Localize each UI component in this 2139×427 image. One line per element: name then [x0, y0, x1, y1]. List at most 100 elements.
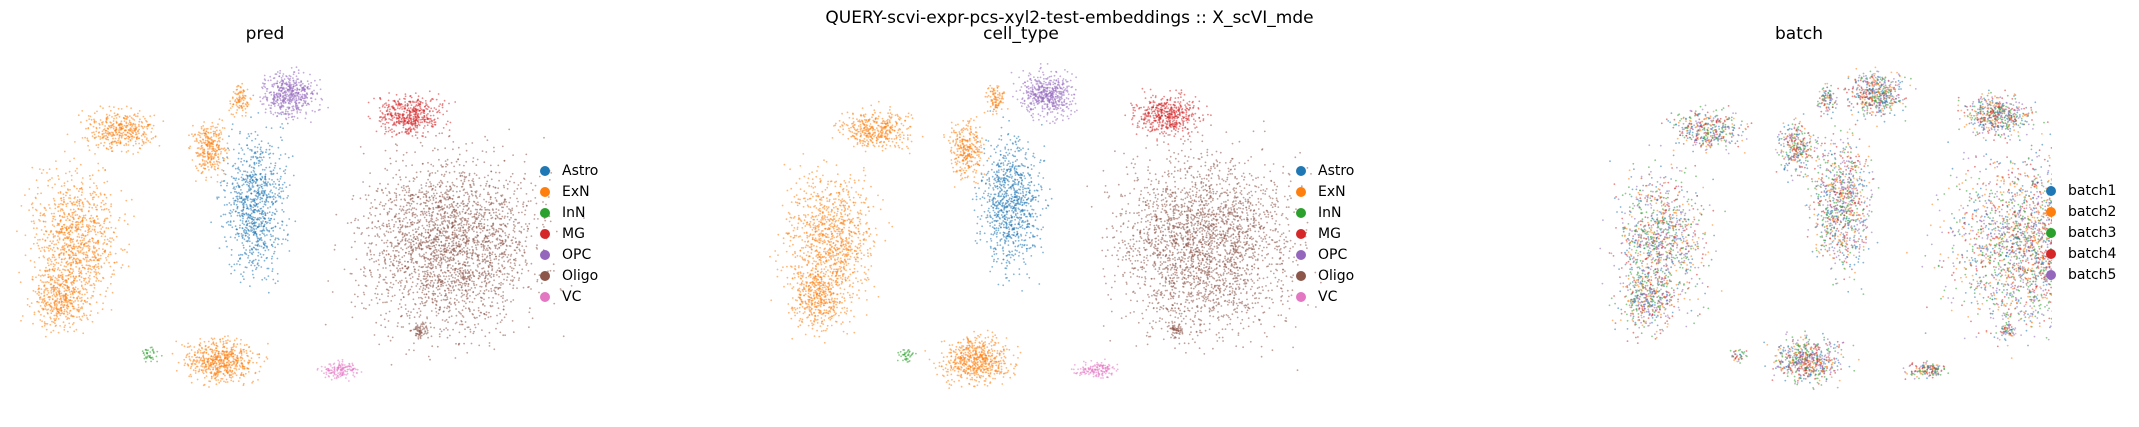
scatter-point — [204, 133, 207, 135]
scatter-point — [91, 135, 94, 138]
scatter-point — [75, 245, 78, 248]
scatter-point — [198, 134, 201, 137]
scatter-point — [32, 278, 34, 281]
scatter-point — [39, 275, 42, 277]
scatter-point — [231, 351, 234, 354]
scatter-point — [58, 288, 60, 290]
scatter-point — [260, 178, 263, 181]
scatter-point — [412, 128, 415, 130]
scatter-point — [271, 227, 273, 230]
scatter-point — [289, 81, 291, 84]
scatter-point — [135, 115, 137, 118]
scatter-point — [48, 270, 51, 272]
scatter-point — [213, 153, 216, 156]
scatter-point — [72, 245, 75, 248]
scatter-point — [205, 137, 207, 139]
scatter-point — [381, 204, 384, 207]
scatter-point — [286, 99, 289, 102]
scatter-point — [224, 354, 226, 356]
scatter-point — [42, 255, 45, 257]
scatter-point — [215, 129, 218, 132]
scatter-point — [466, 231, 468, 234]
scatter-point — [272, 235, 274, 237]
scatter-point — [271, 145, 273, 148]
scatter-point — [203, 142, 206, 145]
scatter-point — [137, 137, 140, 140]
scatter-point — [250, 116, 252, 119]
scatter-point — [395, 103, 398, 106]
scatter-point — [414, 92, 417, 94]
scatter-point — [111, 291, 114, 294]
scatter-point — [54, 204, 57, 206]
scatter-point — [233, 190, 236, 193]
scatter-point — [292, 73, 295, 76]
scatter-point — [237, 85, 240, 87]
scatter-point — [297, 69, 300, 72]
scatter-point — [123, 120, 126, 122]
scatter-point — [55, 243, 57, 246]
scatter-point — [391, 119, 393, 122]
scatter-point — [131, 138, 133, 140]
scatter-point — [57, 241, 60, 244]
scatter-point — [92, 246, 95, 249]
scatter-point — [109, 245, 112, 248]
scatter-point — [93, 254, 96, 257]
scatter-point — [238, 96, 241, 99]
scatter-point — [426, 104, 428, 106]
scatter-point — [120, 120, 123, 123]
scatter-point — [111, 273, 114, 276]
scatter-point — [303, 90, 306, 92]
scatter-point — [40, 288, 43, 290]
scatter-point — [90, 221, 93, 223]
scatter-point — [266, 194, 268, 197]
scatter-point — [295, 66, 298, 69]
scatter-point — [141, 139, 144, 141]
scatter-point — [492, 273, 495, 276]
scatter-point — [304, 100, 307, 102]
scatter-point — [89, 284, 92, 287]
scatter-point — [388, 126, 390, 129]
scatter-point — [241, 114, 244, 117]
scatter-point — [115, 235, 118, 238]
scatter-point — [219, 340, 222, 343]
scatter-point — [72, 287, 74, 290]
scatter-point — [198, 153, 201, 156]
scatter-point — [298, 88, 301, 91]
scatter-point — [282, 127, 284, 130]
scatter-point — [427, 130, 429, 133]
scatter-point — [316, 84, 318, 87]
scatter-point — [447, 283, 450, 286]
scatter-point — [393, 116, 396, 119]
scatter-point — [436, 117, 439, 120]
scatter-point — [63, 211, 65, 214]
scatter-point — [243, 170, 245, 173]
scatter-point — [237, 357, 239, 359]
scatter-point — [295, 80, 298, 82]
scatter-point — [203, 148, 206, 151]
scatter-point — [67, 268, 69, 271]
scatter-point — [77, 300, 79, 302]
scatter-point — [283, 113, 285, 115]
scatter-point — [238, 152, 240, 155]
scatter-point — [87, 127, 90, 130]
scatter-point — [214, 353, 217, 355]
scatter-point — [39, 279, 42, 282]
scatter-point — [405, 111, 408, 114]
scatter-point — [260, 156, 263, 159]
scatter-point — [483, 239, 485, 242]
scatter-point — [309, 85, 312, 87]
scatter-point — [263, 233, 265, 236]
scatter-point — [214, 349, 216, 351]
scatter-point — [516, 187, 519, 190]
scatter-point — [292, 107, 294, 110]
scatter-point — [110, 203, 113, 206]
scatter-point — [90, 284, 93, 287]
scatter-point — [52, 290, 55, 293]
scatter-point — [78, 190, 80, 193]
scatter-point — [416, 120, 419, 123]
scatter-point — [194, 360, 196, 362]
scatter-point — [284, 169, 287, 171]
scatter-point — [230, 346, 233, 349]
scatter-point — [241, 82, 244, 85]
scatter-point — [457, 268, 459, 271]
